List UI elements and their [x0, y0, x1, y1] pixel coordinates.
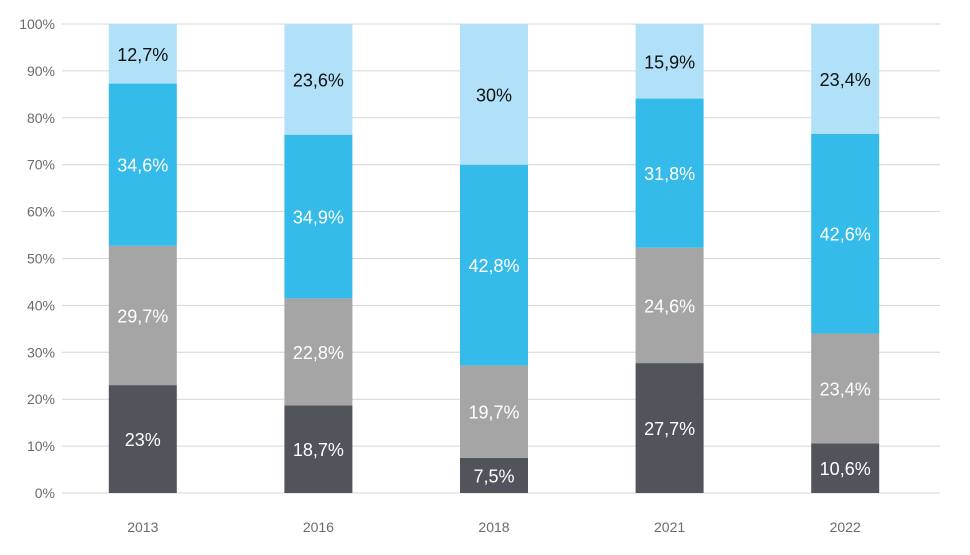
- bar-segment: [811, 443, 880, 493]
- y-tick-label: 70%: [27, 157, 55, 173]
- data-label: 34,9%: [293, 208, 344, 228]
- y-tick-label: 10%: [27, 438, 55, 454]
- data-label: 31,8%: [644, 164, 695, 184]
- y-tick-label: 30%: [27, 344, 55, 360]
- bar-segment: [108, 24, 177, 84]
- bar-segment: [460, 457, 528, 493]
- y-tick-label: 60%: [27, 204, 55, 220]
- y-axis: 0% 10% 20% 30% 40% 50% 60% 70% 80% 90% 100%: [19, 16, 55, 501]
- data-label: 12,7%: [117, 45, 168, 65]
- data-label: 22,8%: [293, 343, 344, 363]
- bar-segment: [460, 365, 528, 458]
- bar-segment: [284, 134, 353, 299]
- data-label: 34,6%: [117, 156, 168, 176]
- y-tick-label: 100%: [19, 16, 55, 32]
- data-label: 23,4%: [820, 379, 871, 399]
- x-tick-label: 2016: [303, 519, 334, 535]
- data-label: 15,9%: [644, 52, 695, 72]
- x-axis: 2013 2016 2018 2021 2022: [127, 519, 861, 535]
- bar-segment: [108, 83, 177, 246]
- bar-segment: [284, 298, 353, 406]
- data-label: 29,7%: [117, 306, 168, 326]
- bar-segment: [635, 247, 704, 364]
- data-label: 19,7%: [468, 403, 519, 423]
- bar-segment: [460, 164, 528, 366]
- bar-segment: [811, 24, 880, 134]
- data-label: 42,8%: [468, 256, 519, 276]
- data-label: 23,6%: [293, 70, 344, 90]
- y-tick-label: 50%: [27, 251, 55, 267]
- data-label: 30%: [476, 85, 512, 105]
- data-label: 7,5%: [473, 466, 514, 486]
- x-tick-label: 2013: [127, 519, 158, 535]
- x-tick-label: 2022: [830, 519, 861, 535]
- bar-segment: [284, 405, 353, 493]
- bar-segment: [460, 24, 528, 165]
- bar-segment: [635, 98, 704, 248]
- y-tick-label: 90%: [27, 63, 55, 79]
- bars: 23% 29,7% 34,6% 12,7% 18,7% 22,8% 34,9% 23,6% 7,…: [108, 24, 880, 493]
- bar-segment: [635, 363, 704, 493]
- bar-segment: [811, 333, 880, 444]
- data-label: 10,6%: [820, 459, 871, 479]
- bar-segment: [108, 385, 177, 493]
- data-label: 23%: [125, 430, 161, 450]
- data-label: 27,7%: [644, 419, 695, 439]
- x-tick-label: 2018: [478, 519, 509, 535]
- y-tick-label: 0%: [35, 485, 55, 501]
- y-tick-label: 20%: [27, 391, 55, 407]
- data-label: 18,7%: [293, 440, 344, 460]
- bar-segment: [811, 133, 880, 334]
- data-label: 42,6%: [820, 225, 871, 245]
- y-tick-label: 80%: [27, 110, 55, 126]
- bar-segment: [108, 245, 177, 386]
- bar-segment: [635, 24, 704, 99]
- y-tick-label: 40%: [27, 297, 55, 313]
- data-label: 24,6%: [644, 296, 695, 316]
- data-label: 23,4%: [820, 70, 871, 90]
- x-tick-label: 2021: [654, 519, 685, 535]
- bar-segment: [284, 24, 353, 135]
